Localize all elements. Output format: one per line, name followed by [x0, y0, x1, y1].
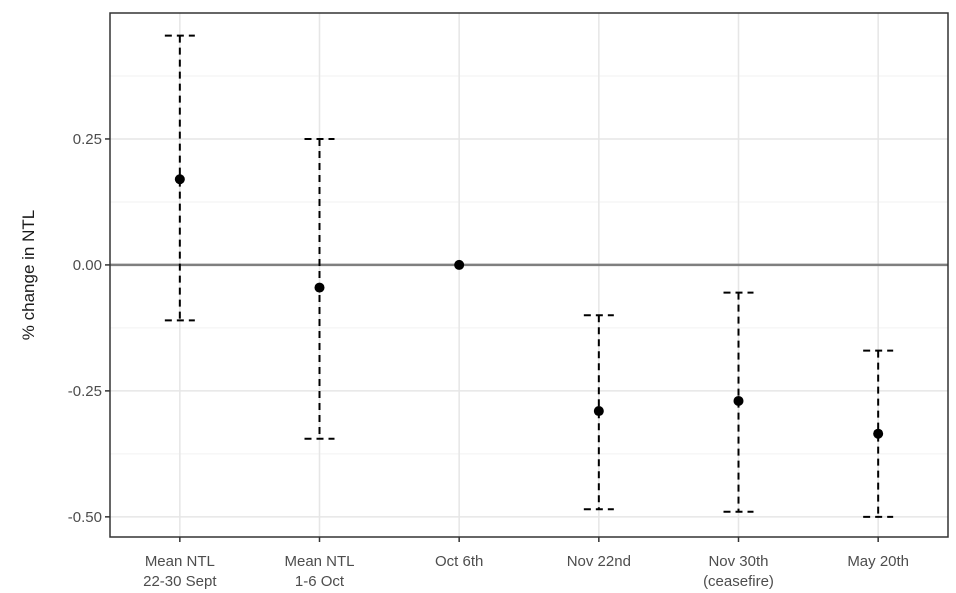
y-axis-title: % change in NTL — [19, 210, 38, 340]
x-tick-label-line: Mean NTL — [145, 553, 215, 570]
data-point — [174, 174, 185, 185]
y-tick-label: -0.25 — [68, 383, 102, 400]
x-tick-label-line: Nov 22nd — [567, 553, 631, 570]
x-tick-label-line: Oct 6th — [435, 553, 483, 570]
x-tick-label-line: Mean NTL — [284, 553, 354, 570]
x-tick-label-line: Nov 30th — [708, 553, 768, 570]
errorbar — [863, 349, 894, 518]
x-tick-label-line: 22-30 Sept — [143, 573, 217, 590]
grid — [110, 13, 948, 537]
x-tick-label: Mean NTL 1-6 Oct — [284, 553, 354, 590]
y-tick-label: -0.50 — [68, 509, 102, 526]
data-point — [733, 395, 744, 406]
y-tick-label: 0.00 — [73, 257, 102, 274]
y-tick-label: 0.25 — [73, 131, 102, 148]
x-tick-label-line: 1-6 Oct — [295, 573, 345, 590]
panel-border — [109, 12, 949, 538]
x-tick-label: Nov 30th (ceasefire) — [703, 553, 774, 590]
data-point — [873, 428, 884, 439]
x-tick-label-line: May 20th — [847, 553, 909, 570]
data-point — [593, 406, 604, 417]
x-tick-label: May 20th — [847, 553, 909, 570]
x-tick-label: Mean NTL 22-30 Sept — [143, 553, 217, 590]
points — [174, 174, 884, 439]
errorbar — [164, 34, 195, 322]
data-point — [314, 282, 325, 293]
x-tick-label: Oct 6th — [435, 553, 483, 570]
x-tick-label-line: (ceasefire) — [703, 573, 774, 590]
x-axis: Mean NTL 22-30 Sept Mean NTL 1-6 Oct Oct 6th… — [143, 537, 909, 590]
x-tick-label: Nov 22nd — [567, 553, 631, 570]
y-axis: 0.25 0.00 -0.25 -0.50 — [68, 131, 110, 526]
errorbars — [164, 34, 894, 518]
data-point — [454, 259, 465, 270]
